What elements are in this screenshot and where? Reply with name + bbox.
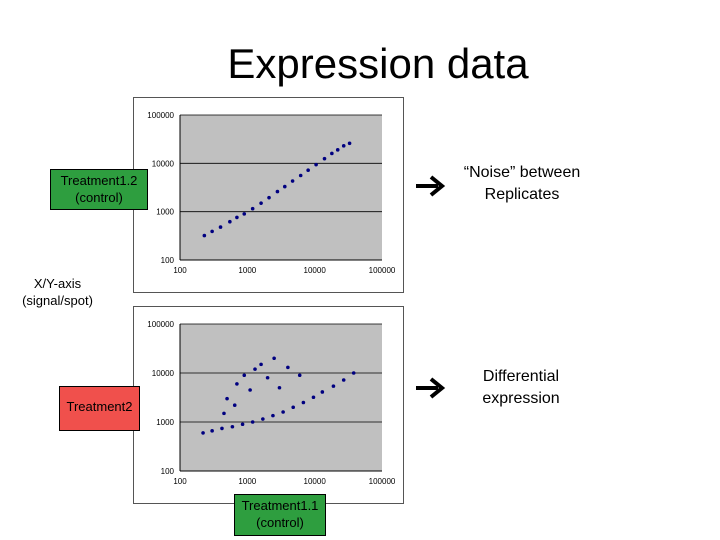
data-point: [297, 373, 302, 378]
data-point: [341, 378, 346, 382]
data-point: [250, 206, 255, 211]
data-point: [240, 422, 245, 427]
x-tick-label: 1000: [238, 477, 256, 486]
data-point: [222, 411, 226, 416]
arrow-right-icon: [416, 377, 446, 399]
data-point: [265, 375, 270, 380]
plot-area: [180, 324, 382, 471]
data-point: [225, 396, 229, 401]
data-point: [235, 215, 239, 220]
data-point: [341, 144, 346, 148]
data-point: [271, 413, 275, 418]
treatment12-name: Treatment1.2: [60, 173, 138, 188]
data-point: [314, 162, 318, 167]
data-point: [242, 212, 247, 216]
treatment2-name: Treatment2: [66, 399, 133, 414]
axis-note-line1: X/Y-axis: [33, 276, 82, 291]
differential-note-line2: expression: [482, 390, 560, 407]
data-point: [259, 362, 263, 367]
data-point: [320, 390, 325, 394]
data-point: [290, 179, 295, 183]
data-point: [267, 195, 271, 200]
data-point: [331, 384, 336, 388]
data-point: [253, 367, 257, 371]
y-tick-label: 100: [161, 467, 175, 476]
data-point: [220, 426, 224, 431]
treatment12-sub: (control): [75, 190, 123, 205]
y-tick-label: 1000: [156, 418, 174, 427]
y-tick-label: 100000: [147, 111, 174, 120]
noise-note: “Noise” between Replicates: [444, 162, 600, 206]
data-point: [286, 365, 290, 370]
plot-area: [180, 115, 382, 260]
data-point: [201, 431, 205, 435]
data-point: [210, 429, 214, 433]
scatter-chart-treatments: 100 1000 10000 100000 100 1000 10000 100000: [133, 306, 404, 504]
data-point: [311, 395, 316, 400]
slide-title: Expression data: [227, 40, 529, 87]
data-point: [306, 168, 310, 173]
data-point: [291, 405, 296, 410]
data-point: [228, 219, 232, 224]
data-point: [322, 156, 327, 161]
x-tick-label: 10000: [304, 477, 327, 486]
x-tick-label: 100: [173, 266, 187, 275]
data-point: [261, 417, 265, 421]
noise-note-line2: Replicates: [484, 186, 560, 203]
x-tick-label: 100: [173, 477, 187, 486]
scatter-chart-replicates: 100 1000 10000 100000 100 1000 10000 100000: [133, 97, 404, 293]
data-point: [202, 233, 207, 238]
data-point: [330, 151, 334, 156]
y-tick-label: 10000: [152, 159, 175, 168]
data-point: [277, 385, 282, 390]
data-point: [281, 410, 285, 414]
differential-note-line1: Differential: [482, 368, 560, 385]
data-point: [232, 403, 237, 408]
treatment11-sub: (control): [256, 515, 304, 530]
x-tick-label: 100000: [369, 477, 396, 486]
y-tick-label: 1000: [156, 208, 174, 217]
x-tick-label: 100000: [369, 266, 396, 275]
axis-note: X/Y-axis (signal/spot): [10, 275, 105, 309]
data-point: [272, 356, 276, 361]
data-point: [347, 141, 352, 146]
data-point: [230, 424, 235, 429]
treatment2-label: Treatment2: [59, 386, 140, 431]
x-tick-label: 10000: [304, 266, 327, 275]
data-point: [218, 225, 223, 229]
y-tick-label: 10000: [152, 369, 175, 378]
arrow-right-icon: [416, 175, 446, 197]
data-point: [235, 382, 239, 386]
data-point: [301, 400, 306, 405]
data-point: [298, 173, 303, 178]
treatment11-label: Treatment1.1 (control): [234, 494, 326, 536]
treatment11-name: Treatment1.1: [241, 498, 319, 513]
x-tick-label: 1000: [238, 266, 256, 275]
y-tick-label: 100: [161, 256, 175, 265]
data-point: [210, 229, 214, 234]
data-point: [335, 148, 340, 152]
y-tick-label: 100000: [147, 320, 174, 329]
noise-note-line1: “Noise” between: [463, 164, 581, 181]
data-point: [250, 420, 255, 424]
treatment12-label: Treatment1.2 (control): [50, 169, 148, 210]
differential-note: Differential expression: [456, 366, 586, 410]
data-point: [275, 189, 280, 194]
data-point: [351, 371, 356, 375]
axis-note-line2: (signal/spot): [22, 293, 93, 308]
data-point: [259, 201, 263, 205]
data-point: [282, 184, 287, 189]
data-point: [248, 388, 252, 392]
data-point: [242, 373, 247, 378]
